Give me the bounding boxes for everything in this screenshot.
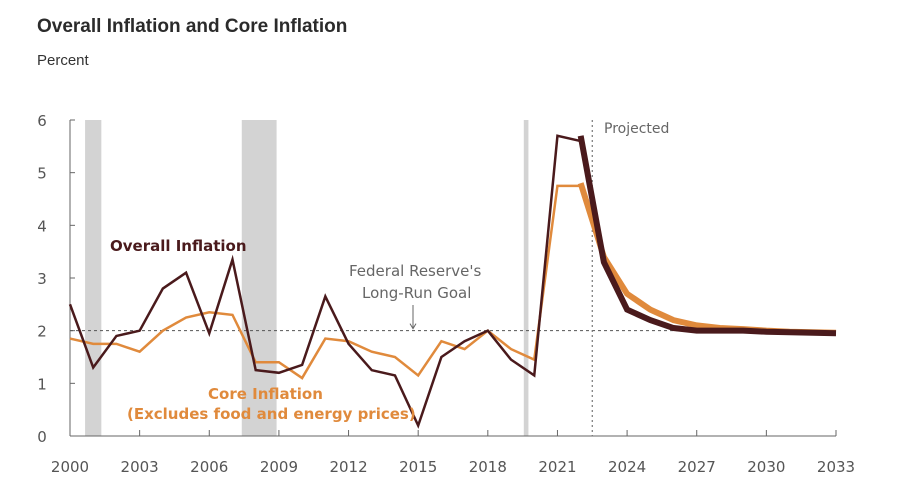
overall-inflation-projected-line: [577, 135, 837, 337]
axes: 0 1 2 3 4 5 6 2000 2003 2006 2009 2012 2015 2018 2021 2…: [37, 112, 855, 476]
x-tick-label: 2027: [678, 458, 716, 476]
overall-inflation-historical-line: [68, 134, 581, 429]
core-inflation-sublabel: (Excludes food and energy prices): [127, 405, 416, 423]
x-tick-label: 2021: [538, 458, 576, 476]
y-axis-unit-label: Percent: [37, 52, 89, 69]
core-inflation-projected-line: [577, 182, 837, 336]
series-lines: [68, 134, 837, 429]
y-tick-label: 6: [37, 112, 47, 130]
x-tick-label: 2012: [329, 458, 367, 476]
chart-title: Overall Inflation and Core Inflation: [37, 16, 348, 37]
recession-bar-0: [85, 120, 102, 436]
annotations: Overall Inflation Core Inflation (Exclud…: [110, 121, 669, 423]
recession-bar-2: [523, 120, 529, 436]
overall-inflation-label: Overall Inflation: [110, 237, 247, 255]
x-tick-label: 2006: [190, 458, 228, 476]
goal-arrowhead-icon: [409, 323, 417, 330]
y-tick-label: 0: [37, 428, 47, 446]
projected-label: Projected: [604, 121, 669, 137]
x-tick-label: 2009: [260, 458, 298, 476]
x-tick-label: 2030: [747, 458, 785, 476]
goal-label-line1: Federal Reserve's: [349, 262, 481, 280]
x-tick-label: 2024: [608, 458, 646, 476]
x-tick-label: 2003: [121, 458, 159, 476]
x-tick-label: 2000: [51, 458, 89, 476]
y-tick-label: 1: [37, 375, 47, 393]
x-tick-label: 2015: [399, 458, 437, 476]
x-tick-label: 2018: [469, 458, 507, 476]
goal-label-line2: Long-Run Goal: [362, 284, 471, 302]
y-tick-label: 3: [37, 270, 47, 288]
x-tick-label: 2033: [817, 458, 855, 476]
y-tick-label: 4: [37, 217, 47, 235]
y-tick-label: 2: [37, 323, 47, 341]
recession-bar-1: [241, 120, 277, 436]
y-tick-label: 5: [37, 165, 47, 183]
core-inflation-label: Core Inflation: [208, 385, 323, 403]
